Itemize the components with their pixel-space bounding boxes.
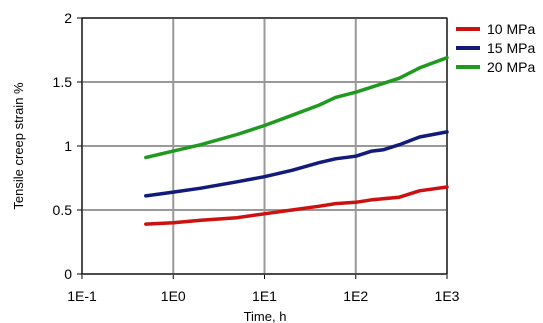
x-tick-label: 1E1	[252, 288, 277, 304]
y-axis-title: Tensile creep strain %	[11, 82, 26, 210]
legend-label-15-mpa: 15 MPa	[487, 40, 535, 56]
y-tick-label: 0	[64, 266, 72, 282]
y-tick-labels: 0 0.5 1 1.5 2	[53, 10, 73, 282]
plot-frame	[81, 17, 448, 275]
legend-label-20-mpa: 20 MPa	[487, 59, 535, 75]
x-tick-label: 1E3	[435, 288, 460, 304]
y-tick-label: 1.5	[53, 74, 73, 90]
y-tick-label: 1	[64, 138, 72, 154]
y-tick-label: 2	[64, 10, 72, 26]
series-line-15-mpa	[144, 130, 449, 198]
x-axis-title: Time, h	[244, 309, 287, 323]
series-line-10-mpa	[144, 185, 449, 226]
x-tick-label: 1E-1	[67, 288, 97, 304]
y-tick-label: 0.5	[53, 202, 73, 218]
legend: 10 MPa 15 MPa 20 MPa	[456, 21, 535, 75]
legend-label-10-mpa: 10 MPa	[487, 21, 535, 37]
series-lines	[144, 55, 449, 226]
x-tick-label: 1E0	[161, 288, 186, 304]
series-line-20-mpa	[144, 55, 449, 160]
x-tick-label: 1E2	[343, 288, 368, 304]
x-tick-labels: 1E-1 1E0 1E1 1E2 1E3	[67, 288, 459, 304]
